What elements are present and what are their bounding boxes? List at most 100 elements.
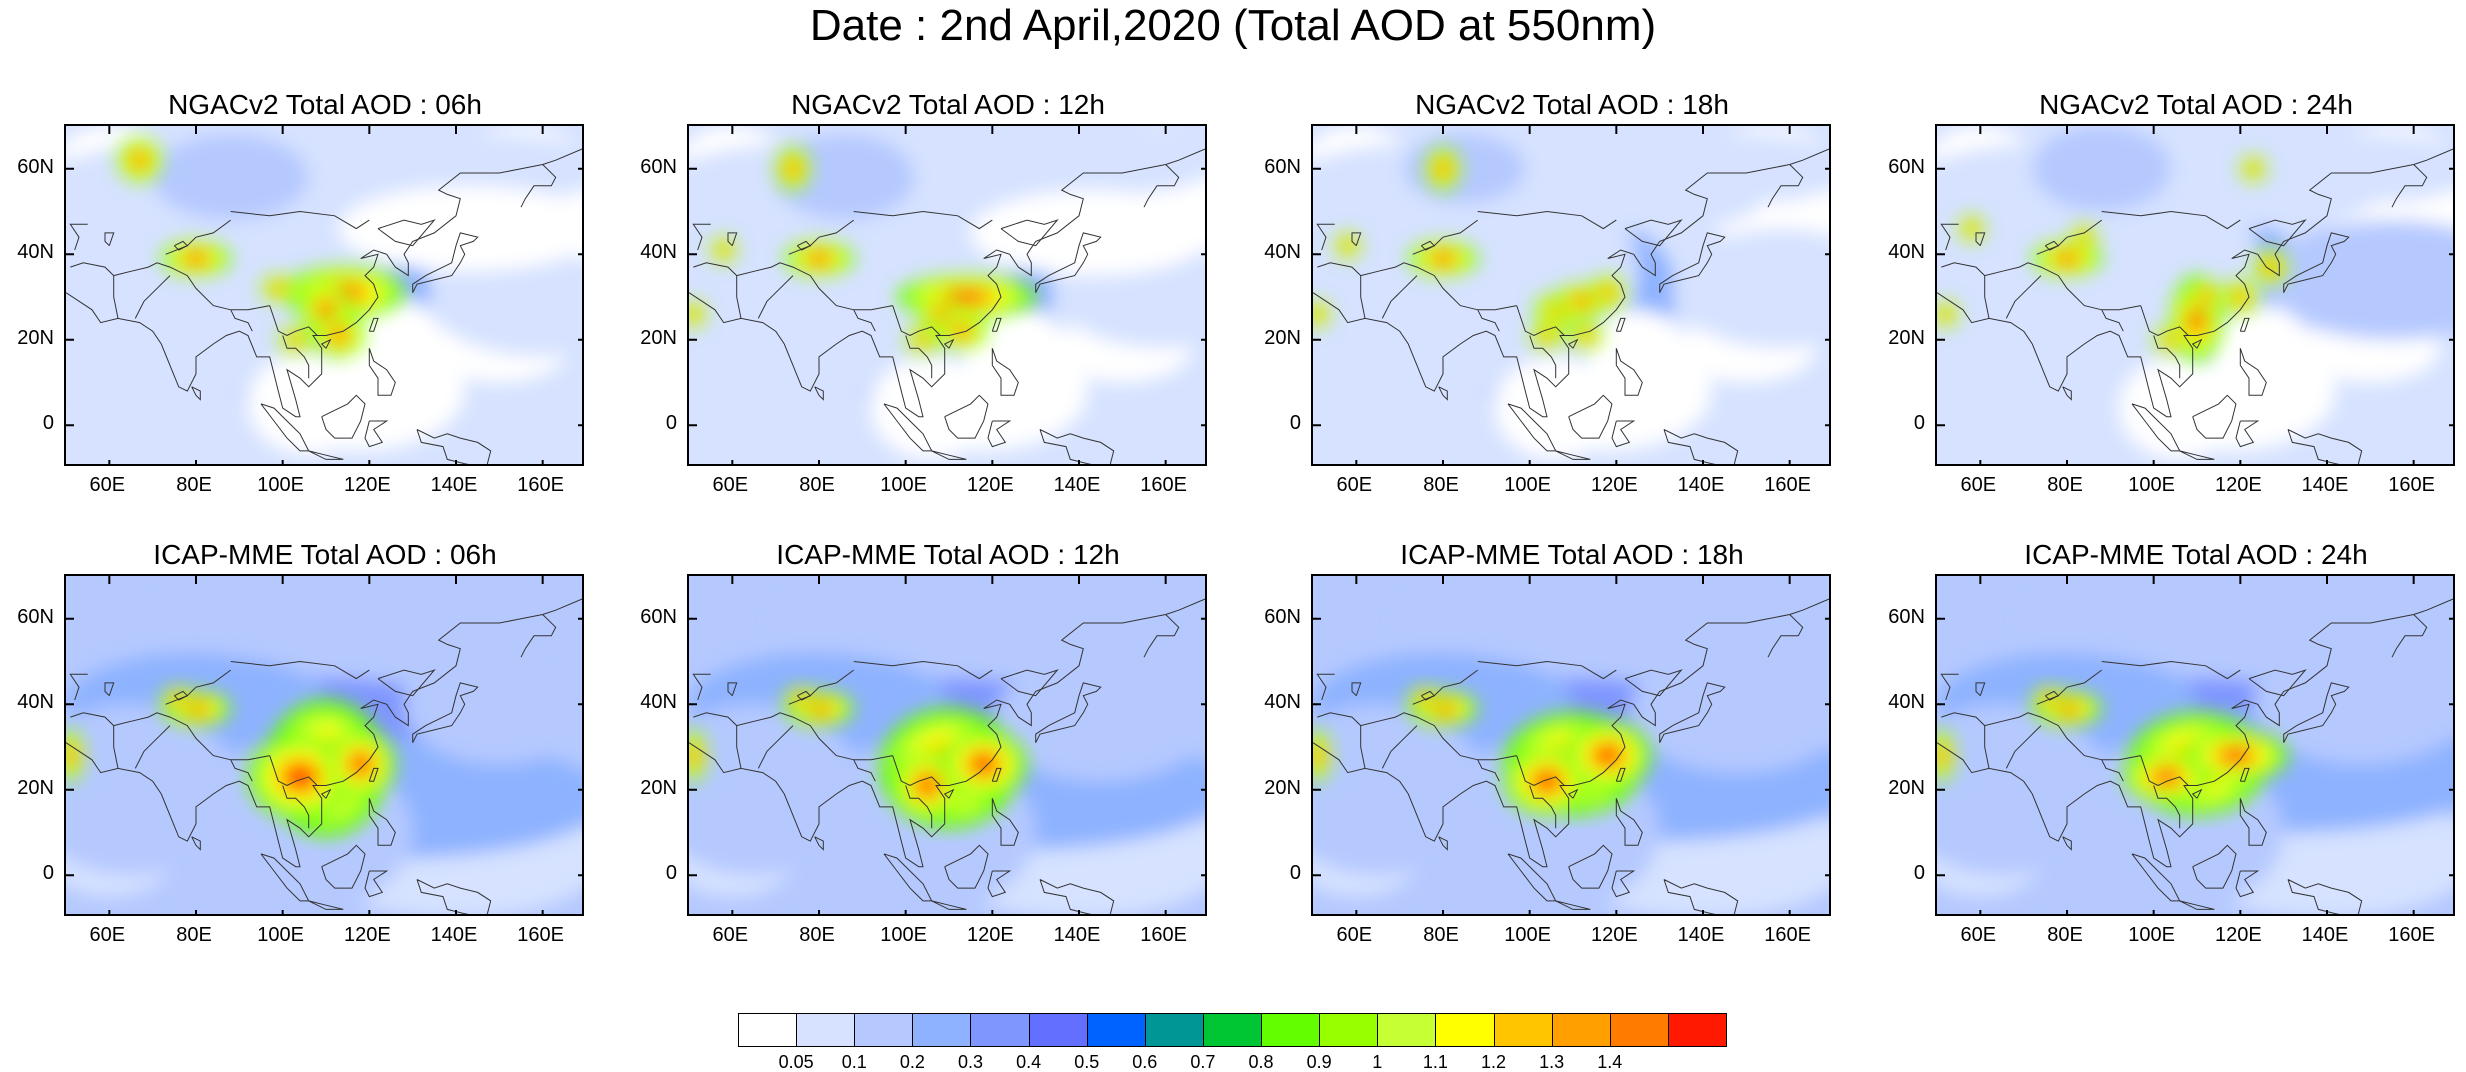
coastline xyxy=(113,712,270,761)
coastline xyxy=(1624,669,1683,697)
coastline xyxy=(230,309,253,332)
colorbar-label: 0.2 xyxy=(899,1052,925,1072)
aod-hotspot xyxy=(290,335,301,344)
coastline xyxy=(2248,669,2307,697)
coastline xyxy=(1529,335,1557,379)
coastline xyxy=(416,879,492,914)
coastline xyxy=(1941,262,1990,319)
coastline xyxy=(308,900,344,910)
coastline xyxy=(1317,262,1366,319)
lon-tick-label: 100E xyxy=(257,924,305,946)
aod-field-area xyxy=(970,190,1205,276)
aod-map xyxy=(689,576,1205,914)
coastline xyxy=(1611,870,1636,898)
colorbar-box xyxy=(1435,1013,1495,1047)
lon-tick-label: 120E xyxy=(343,924,391,946)
lon-tick-label: 80E xyxy=(799,474,835,496)
coastline xyxy=(2191,788,2203,799)
lat-tick-label: 40N xyxy=(640,241,677,264)
lon-tick-label: 60E xyxy=(89,474,126,496)
coastline xyxy=(1412,219,1478,255)
coastline xyxy=(173,690,189,701)
coastline xyxy=(1381,725,1418,769)
coastline xyxy=(1615,348,1643,396)
coastline xyxy=(1568,844,1613,889)
coastline xyxy=(308,450,344,460)
coastline xyxy=(230,660,370,680)
aod-field-area xyxy=(152,134,309,221)
panel-title: NGACv2 Total AOD : 24h xyxy=(2039,89,2353,120)
coastline xyxy=(2391,164,2428,208)
aod-field-area xyxy=(152,576,582,671)
coastline xyxy=(1567,338,1579,349)
lon-tick-label: 140E xyxy=(2301,924,2349,946)
lon-tick-label: 60E xyxy=(712,474,749,496)
coastline xyxy=(991,767,1002,782)
aod-field-area xyxy=(1399,576,1829,671)
coastline xyxy=(1624,219,1683,247)
colorbar-box xyxy=(1261,1013,1321,1047)
aod-map xyxy=(66,126,582,464)
lat-tick-label: 0 xyxy=(42,412,54,435)
map-area xyxy=(687,574,1207,916)
coastline xyxy=(727,232,738,247)
coastline xyxy=(1143,614,1180,658)
coastline xyxy=(2005,275,2042,319)
coastline xyxy=(368,798,396,846)
coastline xyxy=(2192,844,2237,889)
lon-tick-label: 120E xyxy=(966,474,1014,496)
aod-hotspot xyxy=(2249,164,2258,173)
aod-hotspot xyxy=(933,308,947,320)
lat-tick-label: 0 xyxy=(665,862,677,885)
aod-hotspot xyxy=(2153,769,2180,785)
lon-tick-label: 60E xyxy=(1336,924,1373,946)
aod-field-area xyxy=(66,704,240,876)
lon-tick-label: 100E xyxy=(2128,924,2176,946)
lon-tick-label: 120E xyxy=(343,474,391,496)
coastline xyxy=(2005,725,2042,769)
coastline xyxy=(1438,836,1448,851)
aod-field-area xyxy=(1937,704,2111,876)
aod-hotspot xyxy=(2220,747,2252,764)
coastline xyxy=(377,669,436,697)
lat-tick-label: 0 xyxy=(1289,412,1301,435)
aod-hotspot xyxy=(1534,770,1560,792)
coastline xyxy=(1663,879,1739,914)
colorbar-label: 0.4 xyxy=(1016,1052,1042,1072)
lat-tick-label: 40N xyxy=(640,691,677,714)
map-panel: ICAP-MME Total AOD : 18h 60N 40N 20N 0 60E 80E… xyxy=(1253,538,1875,958)
lon-tick-label: 80E xyxy=(1423,474,1459,496)
coastline xyxy=(1039,429,1115,464)
coastline xyxy=(320,788,332,799)
coastline xyxy=(1039,879,1115,914)
coastline xyxy=(2044,240,2060,251)
coastline xyxy=(412,682,479,743)
aod-map xyxy=(1313,576,1829,914)
map-area xyxy=(64,124,584,466)
lat-tick-label: 20N xyxy=(1888,776,1925,799)
coastline xyxy=(113,262,270,311)
coastline xyxy=(853,759,876,782)
coastline xyxy=(1615,317,1626,332)
aod-hotspot xyxy=(719,246,728,254)
coastline xyxy=(1568,394,1613,439)
lon-tick-label: 100E xyxy=(880,474,928,496)
coastline xyxy=(814,386,824,401)
coastline xyxy=(1477,660,1617,680)
coastline xyxy=(191,836,201,851)
aod-hotspot xyxy=(2200,291,2211,303)
coastline xyxy=(796,240,812,251)
coastline xyxy=(1477,309,1500,332)
aod-field-area xyxy=(775,134,915,221)
coastline xyxy=(2191,338,2203,349)
coastline xyxy=(66,598,582,868)
coastline xyxy=(2248,219,2307,247)
panel-title: ICAP-MME Total AOD : 06h xyxy=(153,539,497,570)
colorbar-box xyxy=(1377,1013,1437,1047)
colorbar-label: 0.7 xyxy=(1190,1052,1216,1072)
coastline xyxy=(692,673,711,701)
lon-tick-label: 160E xyxy=(1764,474,1812,496)
coastline xyxy=(2101,309,2124,332)
aod-map xyxy=(66,576,582,914)
coastline xyxy=(1000,219,1059,247)
